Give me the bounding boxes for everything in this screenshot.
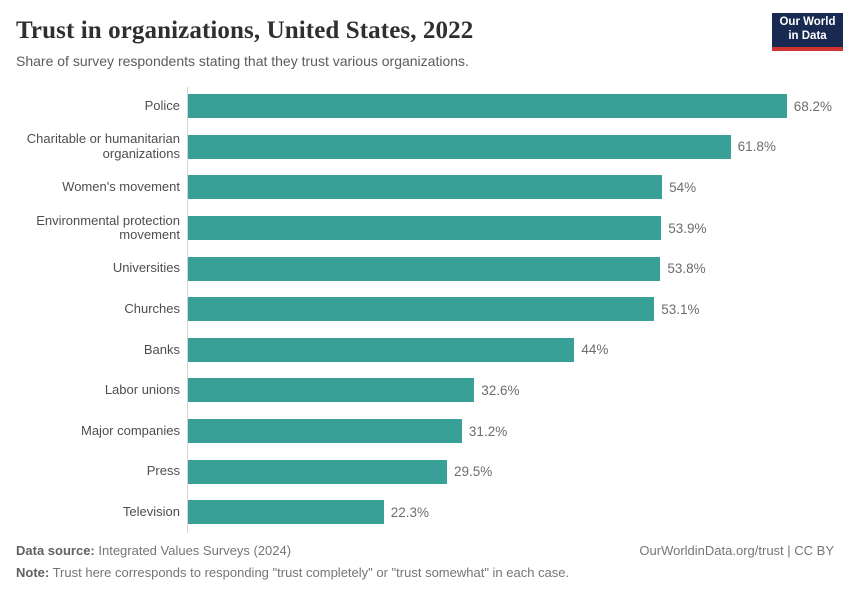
category-label: Major companies: [81, 422, 180, 438]
category-label: Banks: [143, 341, 180, 357]
bar-row: Universities 53.8%: [16, 248, 834, 289]
owid-logo-line1: Our World: [779, 16, 836, 29]
bar-row: Banks 44%: [16, 330, 834, 371]
category-label: Labor unions: [104, 382, 180, 398]
note-line: Note: Trust here corresponds to respondi…: [16, 565, 834, 580]
bar-row: Women's movement 54%: [16, 167, 834, 208]
plot-rows: Police 68.2% Charitable or humanitarian or…: [16, 86, 834, 533]
bar[interactable]: [188, 297, 655, 322]
source-line: Data source: Integrated Values Surveys (…: [16, 543, 834, 558]
bar-area: 22.3%: [187, 500, 834, 525]
bar-chart: Police 68.2% Charitable or humanitarian or…: [16, 86, 834, 533]
category-label: Television: [122, 503, 180, 519]
bar-row: Charitable or humanitarian organizations…: [16, 127, 834, 168]
bar-area: 29.5%: [187, 459, 834, 484]
value-label: 22.3%: [390, 504, 430, 520]
category-label: Press: [146, 463, 180, 479]
value-label: 29.5%: [454, 464, 493, 480]
bar-area: 32.6%: [187, 378, 834, 403]
owid-credit-link[interactable]: OurWorldinData.org/trust | CC BY: [639, 543, 834, 558]
data-source: Data source: Integrated Values Surveys (…: [16, 543, 291, 558]
owid-logo[interactable]: Our World in Data: [772, 13, 843, 51]
bar-row: Churches 53.1%: [16, 289, 834, 330]
bar-row: Press 29.5%: [16, 451, 834, 492]
value-label: 54%: [669, 179, 697, 195]
value-label: 32.6%: [481, 382, 520, 398]
category-label: Universities: [112, 260, 180, 276]
bar[interactable]: [188, 134, 731, 159]
bar-area: 44%: [187, 337, 834, 362]
category-label: Police: [144, 98, 180, 114]
chart-subtitle: Share of survey respondents stating that…: [16, 53, 469, 69]
owid-logo-line2: in Data: [788, 30, 827, 42]
chart-footer: Data source: Integrated Values Surveys (…: [16, 543, 834, 580]
bar[interactable]: [188, 337, 575, 362]
value-label: 53.1%: [661, 301, 700, 317]
bar[interactable]: [188, 94, 787, 119]
bar-area: 54%: [187, 175, 834, 200]
bar[interactable]: [188, 419, 462, 444]
bar[interactable]: [188, 175, 663, 200]
chart-header: Trust in organizations, United States, 2…: [0, 0, 850, 69]
bar-area: 53.9%: [187, 216, 834, 241]
bar[interactable]: [188, 256, 661, 281]
bar[interactable]: [188, 378, 475, 403]
y-axis-line: [187, 87, 188, 533]
bar-row: Police 68.2%: [16, 86, 834, 127]
category-label: Churches: [124, 300, 180, 316]
note-text: Trust here corresponds to responding "tr…: [49, 565, 570, 580]
category-label: Environmental protection movement: [36, 212, 180, 243]
bar-row: Major companies 31.2%: [16, 411, 834, 452]
chart-title: Trust in organizations, United States, 2…: [16, 17, 474, 44]
bar[interactable]: [188, 216, 662, 241]
category-label: Women's movement: [62, 179, 180, 195]
bar-area: 61.8%: [187, 134, 834, 159]
category-label: Charitable or humanitarian organizations: [26, 131, 180, 161]
bar[interactable]: [188, 500, 384, 525]
value-label: 68.2%: [793, 98, 833, 114]
value-label: 53.8%: [667, 261, 706, 277]
value-label: 31.2%: [468, 423, 508, 439]
bar-row: Television 22.3%: [16, 492, 834, 533]
value-label: 53.9%: [668, 220, 707, 236]
value-label: 61.8%: [737, 139, 776, 155]
value-label: 44%: [581, 342, 609, 358]
note-label: Note:: [16, 565, 50, 580]
bar-area: 68.2%: [187, 94, 834, 119]
data-source-text: Integrated Values Surveys (2024): [94, 543, 292, 558]
bar-area: 31.2%: [187, 419, 834, 444]
data-source-label: Data source:: [16, 543, 95, 558]
bar-row: Labor unions 32.6%: [16, 370, 834, 411]
bar-area: 53.8%: [187, 256, 834, 281]
bar-row: Environmental protection movement 53.9%: [16, 208, 834, 249]
bar-area: 53.1%: [187, 297, 834, 322]
bar[interactable]: [188, 459, 447, 484]
